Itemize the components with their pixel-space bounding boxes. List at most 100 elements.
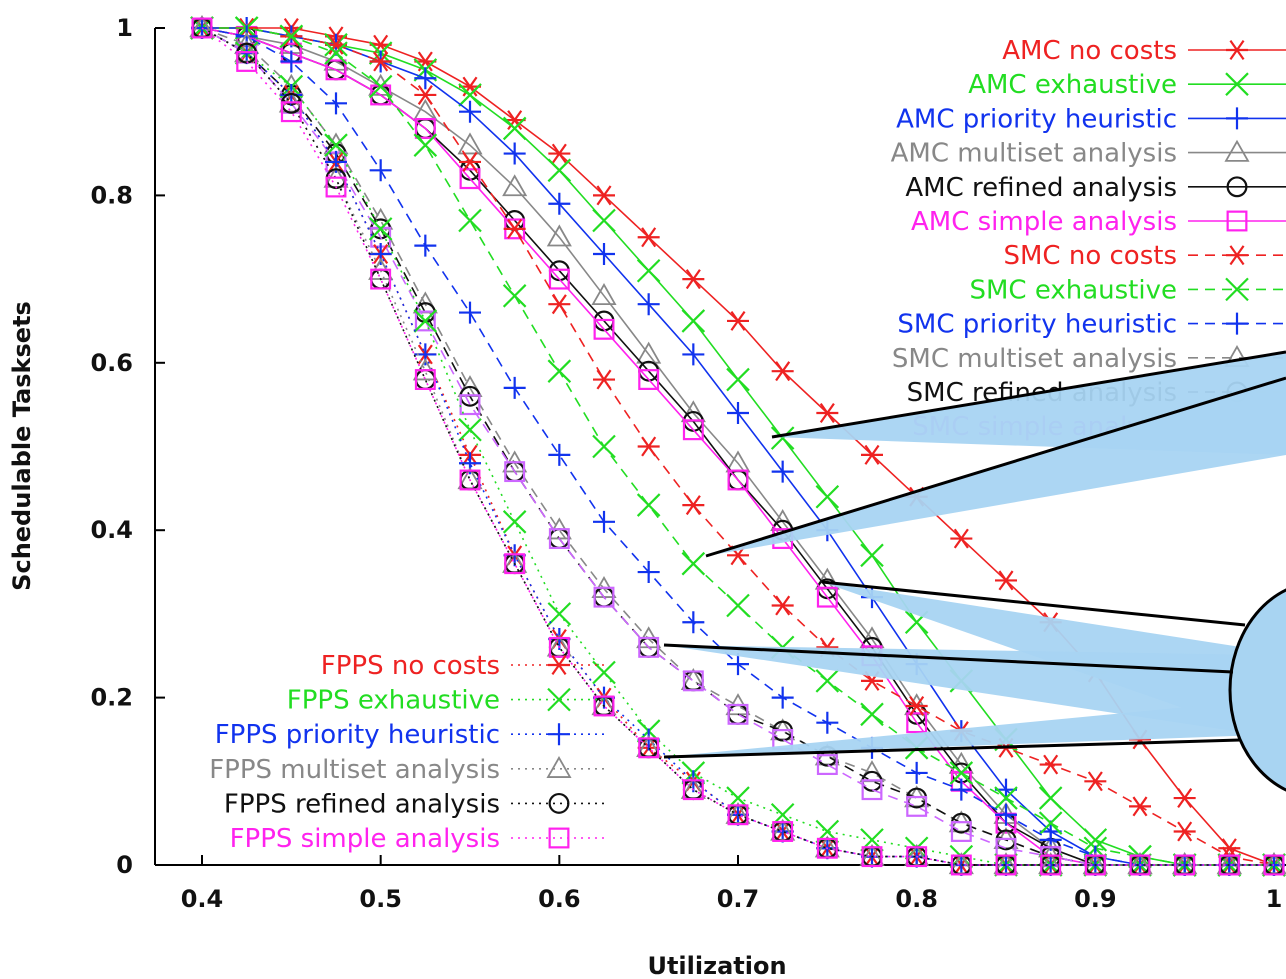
data-point [860, 702, 884, 727]
y-axis-label: Schedulable Tasksets [8, 301, 36, 591]
data-point [503, 376, 526, 399]
data-point [1173, 788, 1196, 809]
series-fpps-simple-analysis [191, 17, 1285, 876]
legend-label: SMC exhaustive [969, 275, 1177, 305]
data-point [816, 837, 838, 859]
data-point [680, 668, 706, 691]
data-point [459, 151, 481, 172]
data-point [414, 310, 436, 332]
data-point [280, 101, 302, 123]
data-point [995, 854, 1017, 876]
data-point [1218, 838, 1241, 859]
legend-item-amc-exhaustive: AMC exhaustive [968, 70, 1286, 100]
data-point [502, 510, 527, 534]
data-point [414, 117, 436, 139]
data-point [771, 686, 794, 709]
callout-edge [821, 580, 1246, 627]
data-point [1127, 852, 1153, 875]
legend-marker [546, 755, 572, 778]
data-point [1129, 854, 1151, 876]
data-point [995, 803, 1017, 826]
data-point [904, 843, 930, 866]
data-point [859, 843, 885, 866]
data-point [324, 133, 348, 157]
data-point [458, 417, 482, 442]
data-point [727, 469, 749, 491]
data-point [1083, 828, 1108, 852]
data-point [861, 779, 883, 801]
y-tick-label: 0 [116, 851, 133, 879]
data-point [1173, 821, 1196, 842]
data-point [592, 208, 616, 233]
data-point [324, 41, 348, 65]
y-tick-label: 1 [116, 14, 133, 42]
data-point [236, 51, 258, 72]
data-point [816, 403, 839, 424]
legend-marker [548, 827, 570, 849]
legend-label: SMC multiset analysis [892, 344, 1177, 374]
data-point [993, 852, 1019, 875]
data-point [682, 495, 705, 516]
legend-item-smc-no-costs: SMC no costs [1004, 241, 1286, 271]
x-tick-label: 0.4 [181, 885, 224, 913]
data-point [548, 528, 570, 550]
legend-item-amc-priority-heuristic: AMC priority heuristic [896, 104, 1286, 134]
data-point [950, 821, 972, 842]
callout-bubble [1228, 588, 1286, 792]
series-line [201, 27, 1274, 866]
data-point [593, 318, 615, 340]
data-point [547, 158, 572, 183]
legend-item-fpps-refined-analysis: FPPS refined analysis [224, 789, 607, 819]
data-point [1261, 852, 1286, 875]
y-tick-label: 0.8 [90, 181, 133, 209]
data-point [1174, 854, 1196, 876]
data-point [680, 776, 706, 799]
data-point [727, 804, 749, 826]
data-point [593, 586, 615, 608]
legend-label: AMC simple analysis [911, 207, 1177, 237]
data-point [325, 176, 347, 198]
callout-edge [663, 643, 1234, 674]
data-point [502, 550, 528, 573]
data-point [1084, 771, 1107, 792]
data-point [727, 402, 749, 425]
x-tick-label: 0.5 [359, 885, 402, 913]
legend-label: FPPS refined analysis [224, 789, 500, 819]
data-point [1218, 854, 1240, 876]
data-point [994, 786, 1018, 810]
data-point [546, 224, 572, 247]
data-point [504, 553, 526, 575]
legend-marker [1226, 245, 1248, 266]
data-point [325, 59, 347, 81]
data-point [949, 761, 974, 785]
data-point [682, 670, 704, 692]
data-point [502, 174, 528, 197]
series-line [201, 27, 1274, 866]
x-tick-label: 0.6 [538, 885, 581, 913]
legend-marker [1225, 277, 1249, 302]
data-point [459, 100, 481, 123]
legend-layer: AMC no costs AMC exhaustive AMC priority h… [209, 36, 1286, 854]
data-point [414, 84, 437, 105]
data-point [771, 595, 794, 616]
data-point [503, 218, 526, 239]
data-point [950, 778, 973, 801]
data-point [771, 361, 794, 382]
legend-label: SMC no costs [1004, 241, 1178, 271]
data-point [593, 369, 615, 390]
data-point [950, 854, 972, 876]
data-point [548, 268, 570, 290]
data-point [637, 436, 660, 457]
data-point [414, 67, 437, 90]
data-point [279, 24, 304, 49]
data-point [591, 693, 617, 716]
legend-marker [1225, 72, 1249, 96]
data-point [771, 820, 794, 843]
x-tick-label: 0.8 [895, 885, 938, 913]
legend-label: FPPS multiset analysis [209, 755, 500, 785]
legend-item-amc-simple-analysis: AMC simple analysis [911, 207, 1286, 237]
data-point [682, 419, 704, 441]
data-point [816, 754, 838, 776]
data-point [191, 17, 213, 39]
